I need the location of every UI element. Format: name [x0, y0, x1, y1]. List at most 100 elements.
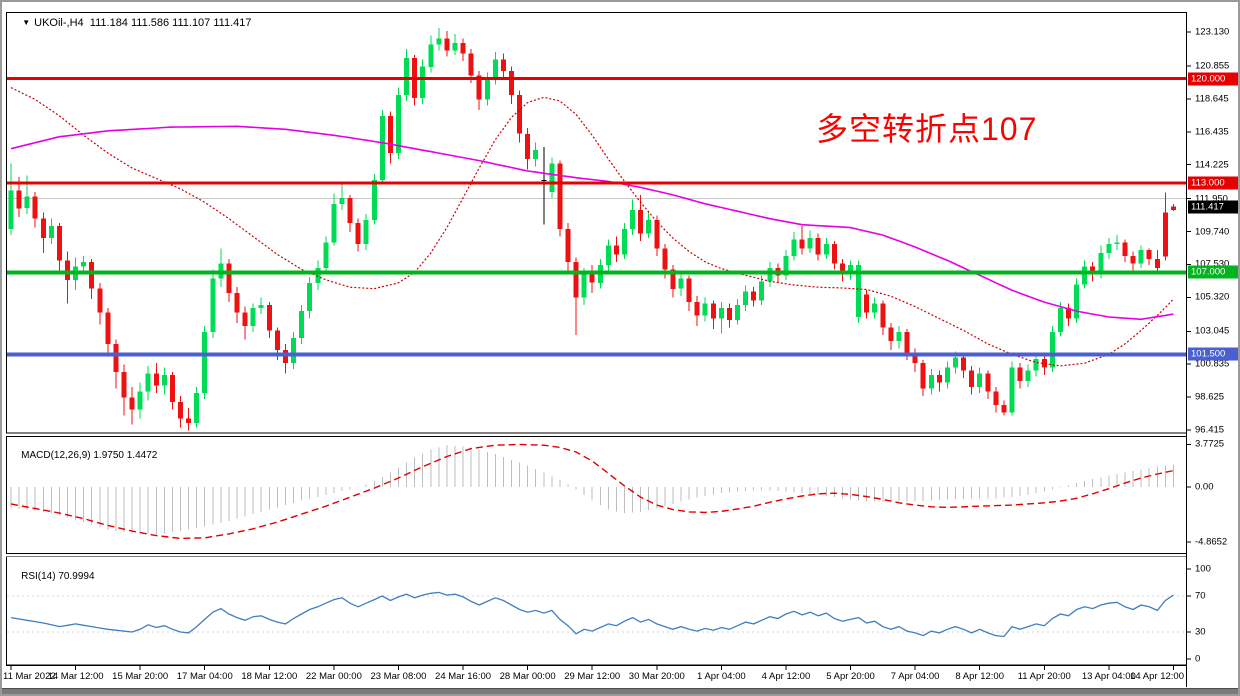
chinese-annotation-text: 多空转折点107: [816, 111, 1038, 147]
candle: [331, 203, 337, 243]
current-price-badge: 111.417: [1188, 200, 1238, 214]
candle: [1162, 212, 1168, 257]
candle: [1009, 367, 1015, 413]
candle: [194, 393, 200, 423]
candle: [1057, 308, 1063, 332]
candle: [912, 352, 918, 364]
candle: [630, 209, 636, 230]
candle: [928, 375, 934, 389]
price-tick-label: 120.855: [1195, 60, 1230, 72]
candle: [823, 244, 829, 255]
rsi-tick-label: 0: [1195, 653, 1201, 665]
candle: [565, 229, 571, 262]
candle: [920, 363, 926, 389]
rsi-line: [10, 591, 1174, 638]
price-tick-label: 105.320: [1195, 291, 1230, 303]
candle: [420, 66, 426, 98]
candle: [678, 278, 684, 289]
candle: [40, 218, 46, 239]
macd-tick-label: 3.7725: [1195, 438, 1225, 450]
candle: [969, 370, 975, 388]
candle: [1130, 255, 1136, 264]
candle: [1154, 258, 1160, 268]
candle: [831, 244, 837, 264]
candle: [81, 261, 87, 267]
candle: [1114, 242, 1120, 244]
price-tick-label: 98.625: [1195, 391, 1225, 403]
candle: [169, 375, 175, 402]
candle: [476, 75, 482, 100]
candle: [864, 294, 870, 313]
rsi-tick-label: 70: [1195, 590, 1206, 602]
candle: [646, 220, 652, 234]
level-badge-120.000: 120.000: [1188, 72, 1238, 86]
price-tick-label: 109.740: [1195, 226, 1230, 237]
candle: [953, 357, 958, 368]
candle: [533, 150, 539, 160]
candle: [387, 115, 393, 154]
candle: [807, 238, 813, 249]
candle: [137, 391, 143, 410]
candle: [1049, 331, 1055, 368]
price-tick-label: 96.415: [1195, 424, 1225, 436]
date-tick-label: 18 Mar 12:00: [241, 671, 298, 682]
candle: [1106, 244, 1112, 253]
candle: [686, 278, 692, 303]
candle: [113, 343, 119, 373]
candle: [129, 397, 135, 410]
level-badge-113.000: 113.000: [1188, 176, 1238, 190]
date-tick-label: 23 Mar 08:00: [370, 671, 427, 682]
candle: [694, 302, 700, 316]
macd-indicator-label: MACD(12,26,9) 1.9750 1.4472: [21, 450, 158, 461]
date-tick-label: 30 Mar 20:00: [628, 671, 685, 682]
candle: [371, 180, 377, 221]
candle: [848, 264, 853, 274]
candle: [250, 308, 256, 326]
candle: [105, 312, 111, 344]
rsi-indicator-label: RSI(14) 70.9994: [21, 571, 95, 582]
candle: [1098, 253, 1104, 274]
date-tick-label: 4 Apr 12:00: [761, 671, 811, 682]
date-tick-label: 15 Mar 20:00: [112, 671, 169, 682]
ma-slow-magenta-line[interactable]: [10, 125, 1174, 321]
candle: [1082, 266, 1088, 285]
chart-header: ▼ UKOil-,H4 111.184 111.586 111.107 111.4…: [10, 5, 251, 41]
candle: [880, 303, 886, 328]
candle: [735, 305, 740, 320]
candle: [904, 331, 910, 353]
candle: [16, 190, 22, 209]
candle: [283, 349, 288, 364]
candle: [65, 260, 70, 280]
price-tick-label: 118.645: [1195, 93, 1229, 105]
candle: [622, 229, 627, 255]
candle: [1033, 358, 1039, 371]
date-tick-label: 8 Apr 12:00: [955, 671, 1004, 682]
candle: [840, 263, 845, 274]
candle: [767, 267, 773, 282]
price-tick-label: 103.045: [1195, 325, 1230, 337]
candle: [210, 278, 216, 332]
candle: [662, 248, 668, 270]
candle: [186, 418, 192, 423]
horizontal-scrollbar[interactable]: [0, 688, 1240, 696]
rsi-value: 70.9994: [58, 571, 95, 582]
candle: [307, 282, 313, 312]
macd-histogram: [10, 445, 1174, 535]
date-tick-label: 7 Apr 04:00: [890, 671, 940, 682]
candle: [718, 308, 724, 319]
candle: [32, 196, 38, 219]
price-tick-label: 100.835: [1195, 358, 1230, 370]
collapse-triangle-icon[interactable]: ▼: [22, 18, 31, 27]
candle: [743, 291, 749, 306]
candle: [759, 281, 765, 301]
candle: [460, 42, 466, 54]
candle: [726, 308, 732, 320]
date-tick-label: 5 Apr 20:00: [826, 671, 875, 682]
candle: [791, 239, 797, 256]
candle: [581, 273, 587, 298]
date-tick-label: 11 Apr 20:00: [1017, 671, 1071, 682]
level-badge-101.500: 101.500: [1188, 347, 1238, 361]
